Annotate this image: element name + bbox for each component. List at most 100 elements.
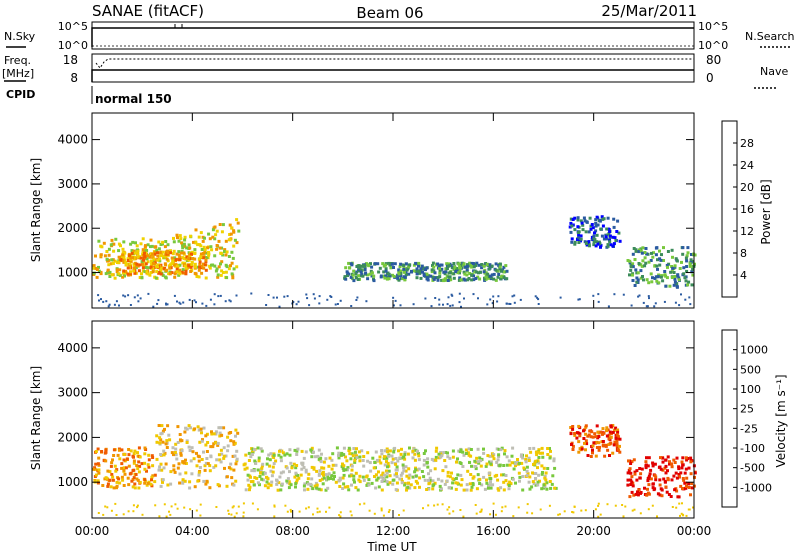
power-cell <box>166 259 170 263</box>
velocity-cell <box>311 487 315 491</box>
velocity-cell <box>211 445 215 449</box>
nave-trace <box>95 58 694 69</box>
power-cell <box>438 266 441 270</box>
velocity-cell <box>117 477 121 481</box>
velocity-cell <box>136 467 140 471</box>
velocity-cell <box>161 429 165 433</box>
velocity-cell <box>293 448 297 452</box>
power-cell <box>346 271 350 275</box>
velocity-cell <box>170 451 174 455</box>
power-cell <box>583 219 587 223</box>
velocity-cell <box>571 425 575 428</box>
power-cell <box>201 262 205 266</box>
velocity-cell <box>302 466 306 469</box>
velocity-cell <box>434 449 438 453</box>
velocity-cell <box>276 488 280 492</box>
power-cell <box>297 300 300 303</box>
velocity-cell <box>94 450 98 453</box>
power-cell <box>587 230 591 234</box>
power-cell <box>348 266 352 270</box>
velocity-cell <box>631 509 634 512</box>
velocity-cell <box>626 483 630 487</box>
velocity-cell <box>632 458 636 462</box>
power-cell <box>142 260 146 264</box>
velocity-cell <box>510 461 514 465</box>
nsky-trace <box>91 27 694 47</box>
velocity-colorbar-label: Velocity [m s⁻¹] <box>774 374 788 467</box>
velocity-cell <box>132 461 136 465</box>
velocity-cell <box>681 456 685 460</box>
velocity-cell <box>184 426 188 430</box>
velocity-cell <box>606 448 610 452</box>
power-cell <box>662 246 665 250</box>
power-cell <box>477 297 479 300</box>
power-cell <box>599 227 603 231</box>
velocity-cell <box>179 451 183 455</box>
velocity-cell <box>383 479 387 483</box>
velocity-cell <box>414 474 418 478</box>
power-cell <box>235 218 239 222</box>
velocity-cell <box>440 452 444 456</box>
velocity-cell <box>178 433 182 436</box>
velocity-cell <box>607 435 611 439</box>
velocity-cell <box>352 474 356 478</box>
velocity-cell <box>594 508 597 511</box>
power-cell <box>197 257 201 261</box>
velocity-cell <box>385 456 389 460</box>
power-cell <box>124 260 128 264</box>
power-cell <box>660 253 663 257</box>
velocity-cell <box>402 509 405 512</box>
power-cell <box>223 248 227 252</box>
velocity-cell <box>307 506 310 509</box>
velocity-cell <box>286 477 290 481</box>
velocity-cell <box>350 514 353 517</box>
velocity-cell <box>687 486 691 489</box>
velocity-cell <box>493 474 497 478</box>
power-cell <box>678 304 681 307</box>
power-cell <box>365 300 368 303</box>
power-cell <box>452 276 456 280</box>
power-cell <box>594 229 598 233</box>
velocity-cell <box>127 464 131 468</box>
velocity-cell <box>320 466 324 470</box>
power-cell <box>684 298 687 301</box>
velocity-cell <box>312 450 315 454</box>
power-cell <box>144 262 148 266</box>
velocity-cell <box>499 448 503 452</box>
power-cell <box>138 263 142 267</box>
velocity-cell <box>672 474 676 478</box>
power-cell <box>189 270 193 273</box>
velocity-cell <box>400 447 403 451</box>
velocity-cell <box>120 448 124 452</box>
power-colorbar-tick-label: 4 <box>740 269 747 282</box>
power-cell <box>107 253 111 257</box>
velocity-cell <box>271 470 275 474</box>
power-cell <box>99 270 103 274</box>
velocity-cell <box>678 502 681 505</box>
velocity-cell <box>122 468 126 472</box>
sky-right-tick-top: 10^5 <box>698 20 728 33</box>
power-cell <box>197 275 201 279</box>
velocity-cell <box>417 458 421 462</box>
velocity-cell <box>217 426 221 430</box>
power-cell <box>492 295 495 298</box>
power-cell <box>227 255 231 258</box>
velocity-cell <box>265 480 269 484</box>
power-cell <box>158 259 162 263</box>
velocity-cell <box>132 510 135 513</box>
velocity-colorbar-tick-label: 1000 <box>740 344 768 357</box>
velocity-cell <box>682 478 686 482</box>
velocity-cell <box>409 483 413 487</box>
velocity-cell <box>536 480 540 484</box>
velocity-ytick-label: 2000 <box>57 430 88 444</box>
velocity-cell <box>417 467 421 471</box>
power-cell <box>132 266 136 270</box>
velocity-cell <box>143 478 147 482</box>
velocity-cell <box>229 439 233 443</box>
velocity-cell <box>324 457 328 461</box>
power-cell <box>447 262 450 266</box>
power-cell <box>577 233 581 237</box>
velocity-cell <box>223 466 226 470</box>
velocity-cell <box>350 468 354 472</box>
